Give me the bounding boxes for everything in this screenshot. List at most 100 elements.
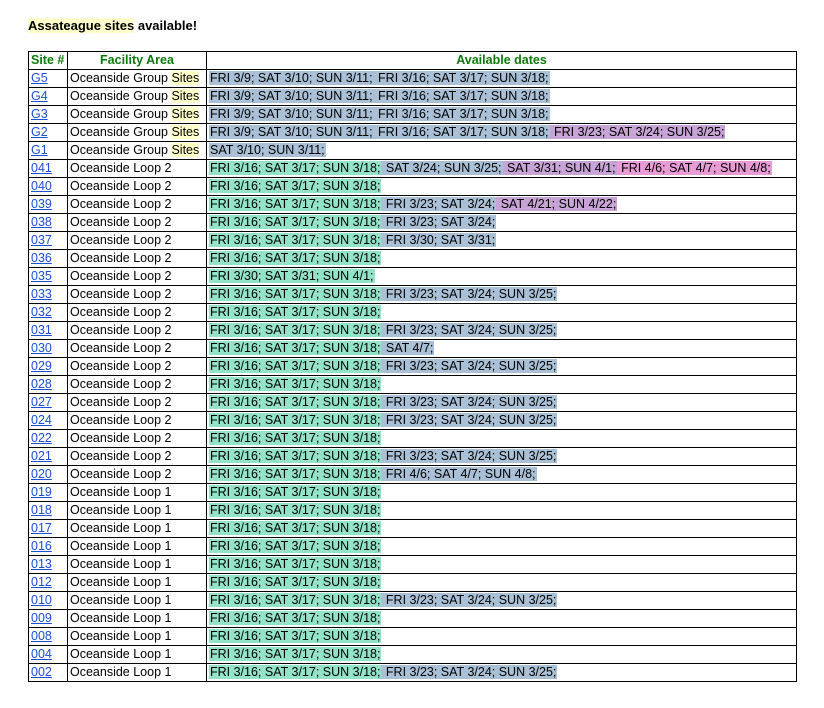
- available-dates-cell: FRI 3/16; SAT 3/17; SUN 3/18; FRI 3/23; …: [206, 285, 797, 304]
- date-range-segment: FRI 3/9; SAT 3/10; SUN 3/11;: [209, 71, 374, 85]
- date-range-segment: FRI 3/23; SAT 3/24;: [381, 215, 497, 229]
- facility-area-text: Oceanside Loop 1: [70, 593, 172, 607]
- available-dates-cell: FRI 3/30; SAT 3/31; SUN 4/1;: [206, 267, 797, 286]
- available-dates-cell: FRI 3/9; SAT 3/10; SUN 3/11; FRI 3/16; S…: [206, 69, 797, 88]
- table-body: G5 Oceanside Group Sites FRI 3/9; SAT 3/10…: [28, 69, 797, 682]
- site-link[interactable]: G5: [31, 71, 48, 85]
- available-dates-cell: FRI 3/16; SAT 3/17; SUN 3/18; FRI 3/23; …: [206, 447, 797, 466]
- site-link[interactable]: 004: [31, 647, 52, 661]
- available-dates-cell: FRI 3/9; SAT 3/10; SUN 3/11; FRI 3/16; S…: [206, 105, 797, 124]
- site-link[interactable]: 029: [31, 359, 52, 373]
- date-range-segment: FRI 3/16; SAT 3/17; SUN 3/18;: [373, 71, 550, 85]
- site-link[interactable]: 032: [31, 305, 52, 319]
- site-cell: 029: [28, 357, 68, 376]
- table-row: 037 Oceanside Loop 2 FRI 3/16; SAT 3/17; S…: [28, 231, 797, 250]
- site-link[interactable]: 021: [31, 449, 52, 463]
- facility-area-cell: Oceanside Group Sites: [67, 69, 207, 88]
- table-row: G5 Oceanside Group Sites FRI 3/9; SAT 3/10…: [28, 69, 797, 88]
- site-link[interactable]: 018: [31, 503, 52, 517]
- site-link[interactable]: 027: [31, 395, 52, 409]
- facility-area-cell: Oceanside Loop 2: [67, 339, 207, 358]
- site-link[interactable]: 016: [31, 539, 52, 553]
- heading-highlight: Assateague sites: [28, 18, 135, 33]
- date-range-segment: FRI 3/16; SAT 3/17; SUN 3/18;: [209, 287, 382, 301]
- table-row: 004 Oceanside Loop 1 FRI 3/16; SAT 3/17; S…: [28, 645, 797, 664]
- site-link[interactable]: 010: [31, 593, 52, 607]
- facility-area-text: Oceanside Loop 2: [70, 377, 172, 391]
- site-link[interactable]: 017: [31, 521, 52, 535]
- facility-area-cell: Oceanside Loop 1: [67, 609, 207, 628]
- facility-area-cell: Oceanside Loop 1: [67, 591, 207, 610]
- facility-area-text: Oceanside Loop 2: [70, 269, 172, 283]
- table-row: 027 Oceanside Loop 2 FRI 3/16; SAT 3/17; S…: [28, 393, 797, 412]
- date-range-segment: FRI 3/16; SAT 3/17; SUN 3/18;: [209, 521, 382, 535]
- facility-area-cell: Oceanside Loop 1: [67, 645, 207, 664]
- date-range-segment: FRI 3/16; SAT 3/17; SUN 3/18;: [209, 665, 382, 679]
- facility-area-text: Oceanside Loop 1: [70, 557, 172, 571]
- date-range-segment: FRI 3/16; SAT 3/17; SUN 3/18;: [373, 107, 550, 121]
- table-row: 019 Oceanside Loop 1 FRI 3/16; SAT 3/17; S…: [28, 483, 797, 502]
- table-row: G2 Oceanside Group Sites FRI 3/9; SAT 3/10…: [28, 123, 797, 142]
- site-link[interactable]: 008: [31, 629, 52, 643]
- site-link[interactable]: G2: [31, 125, 48, 139]
- facility-area-cell: Oceanside Loop 1: [67, 627, 207, 646]
- site-cell: 016: [28, 537, 68, 556]
- available-dates-cell: SAT 3/10; SUN 3/11;: [206, 141, 797, 160]
- site-cell: 020: [28, 465, 68, 484]
- site-link[interactable]: 024: [31, 413, 52, 427]
- site-link[interactable]: 009: [31, 611, 52, 625]
- site-cell: 009: [28, 609, 68, 628]
- facility-area-text: Oceanside Loop 1: [70, 485, 172, 499]
- site-cell: 008: [28, 627, 68, 646]
- date-range-segment: FRI 3/16; SAT 3/17; SUN 3/18;: [209, 377, 382, 391]
- available-dates-cell: FRI 3/16; SAT 3/17; SUN 3/18; FRI 3/23; …: [206, 591, 797, 610]
- site-cell: G1: [28, 141, 68, 160]
- site-link[interactable]: G1: [31, 143, 48, 157]
- date-range-segment: FRI 3/16; SAT 3/17; SUN 3/18;: [209, 629, 382, 643]
- facility-area-text: Oceanside Loop 2: [70, 287, 172, 301]
- available-dates-cell: FRI 3/16; SAT 3/17; SUN 3/18;: [206, 555, 797, 574]
- facility-area-text: Oceanside Loop 1: [70, 611, 172, 625]
- site-link[interactable]: 002: [31, 665, 52, 679]
- facility-area-cell: Oceanside Loop 2: [67, 411, 207, 430]
- date-range-segment: FRI 3/23; SAT 3/24; SUN 3/25;: [381, 395, 558, 409]
- site-link[interactable]: G3: [31, 107, 48, 121]
- table-row: 040 Oceanside Loop 2 FRI 3/16; SAT 3/17; S…: [28, 177, 797, 196]
- site-link[interactable]: 020: [31, 467, 52, 481]
- site-link[interactable]: 012: [31, 575, 52, 589]
- site-link[interactable]: G4: [31, 89, 48, 103]
- date-range-segment: FRI 3/23; SAT 3/24; SUN 3/25;: [381, 413, 558, 427]
- site-link[interactable]: 028: [31, 377, 52, 391]
- date-range-segment: FRI 3/16; SAT 3/17; SUN 3/18;: [209, 467, 382, 481]
- available-dates-cell: FRI 3/16; SAT 3/17; SUN 3/18;: [206, 501, 797, 520]
- facility-area-text: Oceanside Group: [70, 89, 172, 103]
- facility-area-cell: Oceanside Loop 2: [67, 447, 207, 466]
- site-link[interactable]: 033: [31, 287, 52, 301]
- facility-area-cell: Oceanside Loop 1: [67, 519, 207, 538]
- page-heading: Assateague sites available!: [28, 18, 197, 33]
- site-link[interactable]: 040: [31, 179, 52, 193]
- site-link[interactable]: 031: [31, 323, 52, 337]
- site-link[interactable]: 041: [31, 161, 52, 175]
- site-link[interactable]: 037: [31, 233, 52, 247]
- facility-area-cell: Oceanside Loop 2: [67, 213, 207, 232]
- date-range-segment: FRI 3/16; SAT 3/17; SUN 3/18;: [209, 359, 382, 373]
- site-link[interactable]: 038: [31, 215, 52, 229]
- site-link[interactable]: 036: [31, 251, 52, 265]
- date-range-segment: FRI 3/16; SAT 3/17; SUN 3/18;: [373, 89, 550, 103]
- facility-area-text: Oceanside Loop 2: [70, 359, 172, 373]
- date-range-segment: FRI 3/16; SAT 3/17; SUN 3/18;: [209, 233, 382, 247]
- site-cell: 012: [28, 573, 68, 592]
- table-row: 035 Oceanside Loop 2 FRI 3/30; SAT 3/31; S…: [28, 267, 797, 286]
- facility-area-text: Oceanside Loop 1: [70, 539, 172, 553]
- date-range-segment: FRI 3/16; SAT 3/17; SUN 3/18;: [209, 215, 382, 229]
- site-link[interactable]: 019: [31, 485, 52, 499]
- site-link[interactable]: 030: [31, 341, 52, 355]
- site-link[interactable]: 022: [31, 431, 52, 445]
- site-link[interactable]: 039: [31, 197, 52, 211]
- table-row: 028 Oceanside Loop 2 FRI 3/16; SAT 3/17; S…: [28, 375, 797, 394]
- facility-area-cell: Oceanside Loop 1: [67, 555, 207, 574]
- site-cell: 027: [28, 393, 68, 412]
- site-link[interactable]: 035: [31, 269, 52, 283]
- site-link[interactable]: 013: [31, 557, 52, 571]
